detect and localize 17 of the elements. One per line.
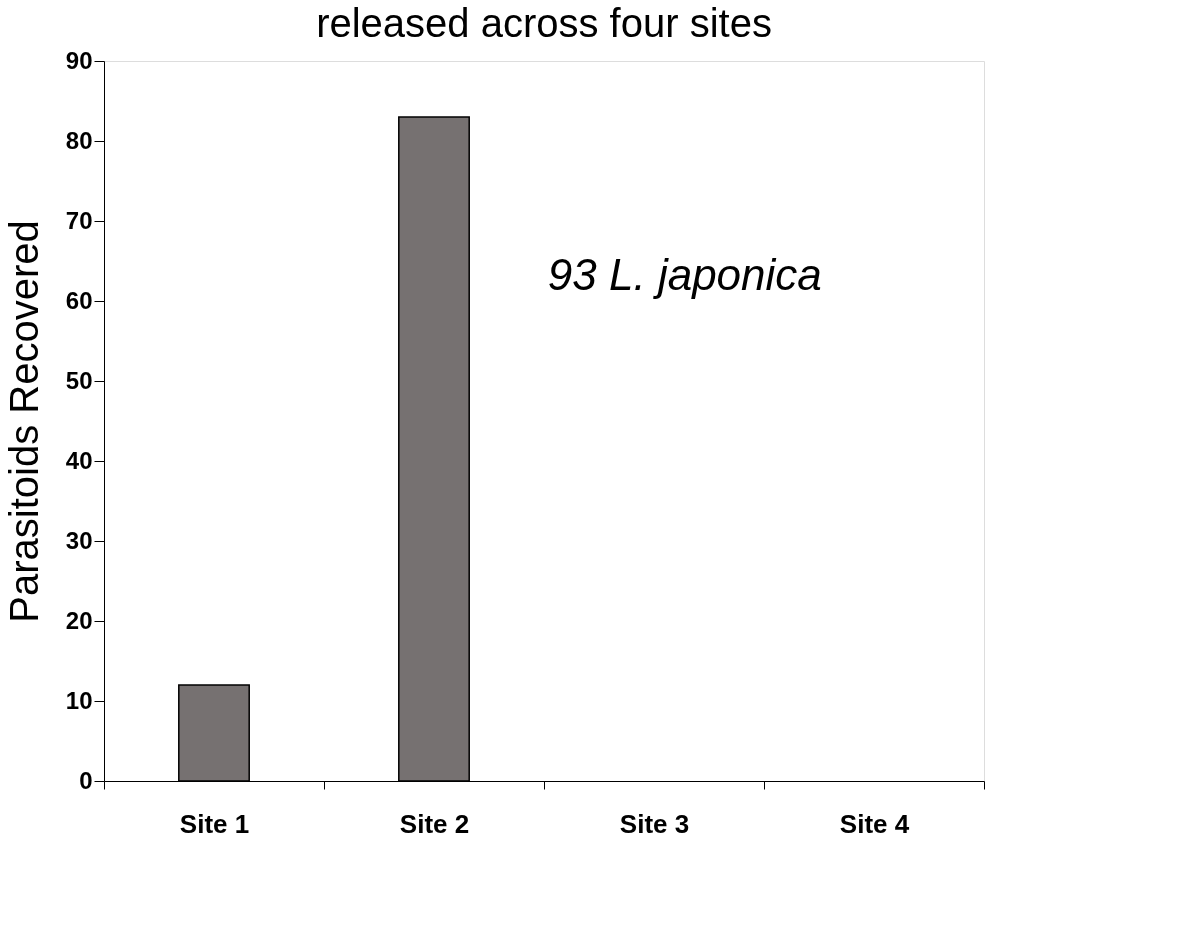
y-tick-label: 20 [65,606,93,634]
y-tick-label: 30 [65,526,93,554]
x-tick-label: Site 3 [619,808,690,839]
y-tick-label: 40 [65,446,93,474]
y-tick-label: 10 [65,686,93,714]
y-axis-title: Parasitoids Recovered [1,220,46,623]
y-tick-label: 0 [79,766,93,794]
x-tick-label: Site 1 [179,808,250,839]
x-tick-label: Site 4 [839,808,910,839]
y-tick-label: 80 [65,126,93,154]
chart-title: released across four sites [316,1,772,45]
y-tick-label: 50 [65,366,93,394]
annotation: 93 L. japonica [547,250,822,299]
x-tick-label: Site 2 [399,808,470,839]
y-tick-label: 70 [65,206,93,234]
y-tick-label: 60 [65,286,93,314]
y-tick-label: 90 [65,46,93,74]
